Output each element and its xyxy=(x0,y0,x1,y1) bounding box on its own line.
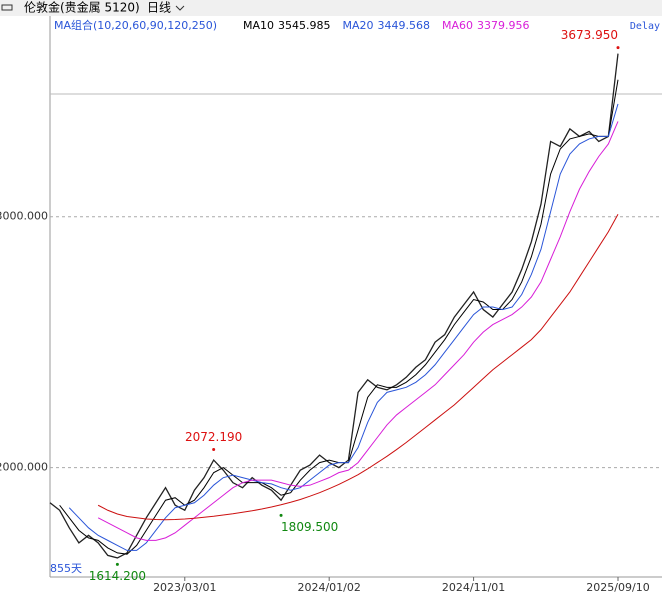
x-tick-label: 2024/01/02 xyxy=(297,581,360,594)
annotation-point xyxy=(279,513,283,517)
annotation: 2072.190 xyxy=(185,430,242,444)
annotation-point xyxy=(616,46,620,50)
legend-name: MA10 xyxy=(243,19,274,32)
series-line xyxy=(49,53,619,559)
x-tick-label: 2024/11/01 xyxy=(442,581,505,594)
x-tick-label: 2025/09/10 xyxy=(586,581,649,594)
series-line xyxy=(59,79,619,555)
legend-value: 3449.568 xyxy=(378,19,431,32)
legend-name: MA60 xyxy=(442,19,473,32)
annotation: 1809.500 xyxy=(281,520,338,534)
legend-value: 3545.985 xyxy=(278,19,331,32)
series-line xyxy=(97,213,619,521)
x-tick-label: 2023/03/01 xyxy=(153,581,216,594)
series-line xyxy=(68,103,619,551)
icon[interactable] xyxy=(1,4,13,11)
y-tick-label: 2000.000 xyxy=(0,461,48,474)
legend-value: 3379.956 xyxy=(477,19,530,32)
annotation-point xyxy=(115,562,119,566)
delay: Delay xyxy=(630,21,660,32)
span: 855天 xyxy=(50,562,82,575)
ma-title: MA组合(10,20,60,90,120,250) xyxy=(54,18,217,32)
legend-name: MA20 xyxy=(343,19,374,32)
period[interactable]: 日线 xyxy=(147,1,171,15)
toolbar xyxy=(0,0,662,16)
annotation-point xyxy=(212,447,216,451)
series-line xyxy=(97,121,619,541)
dropdown[interactable] xyxy=(175,5,185,11)
annotation: 3673.950 xyxy=(561,28,618,42)
annotation: 1614.200 xyxy=(89,569,146,583)
title: 伦敦金(贵金属 5120) xyxy=(24,0,140,15)
y-tick-label: 3000.000 xyxy=(0,210,48,223)
